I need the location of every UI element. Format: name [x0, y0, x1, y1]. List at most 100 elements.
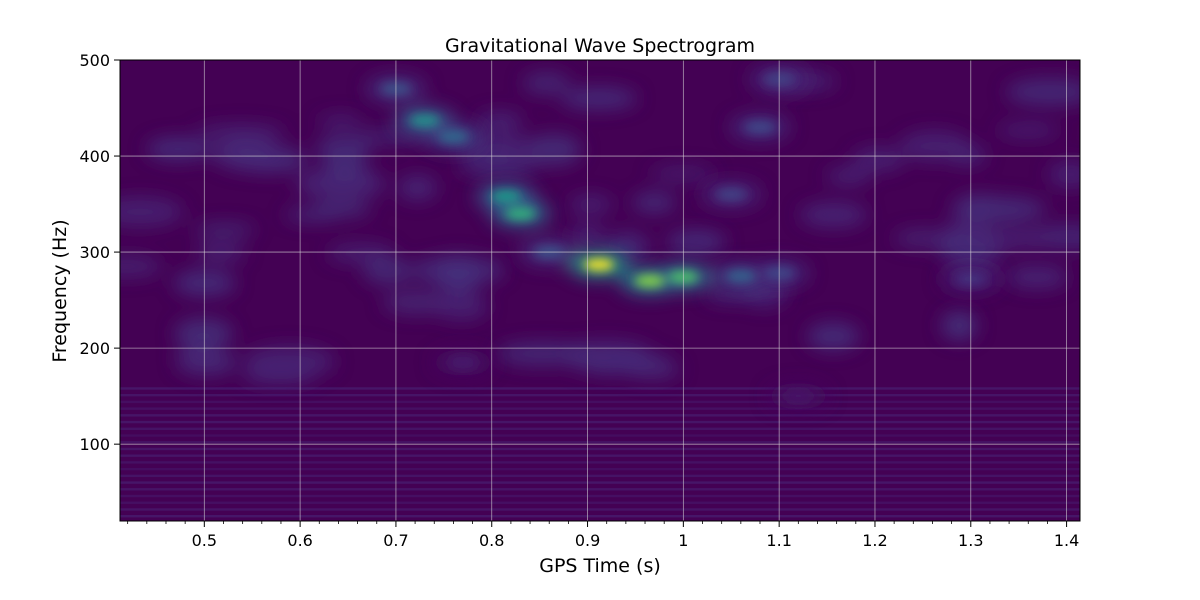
noise-blob: [799, 202, 868, 227]
x-tick-label: 1.4: [1054, 531, 1079, 550]
noise-blob: [963, 228, 1052, 250]
noise-band: [120, 474, 1080, 478]
noise-blob: [957, 194, 999, 210]
noise-blob: [382, 290, 451, 315]
noise-band: [120, 414, 1080, 417]
noise-blob: [606, 353, 671, 369]
noise-blob: [704, 287, 763, 302]
y-axis-ticks: 100 200 300 400 500: [79, 51, 120, 454]
noise-blob: [457, 157, 538, 175]
noise-blob: [316, 134, 371, 165]
y-axis-label: Frequency (Hz): [49, 219, 71, 362]
noise-blob: [355, 130, 431, 144]
x-tick-label: 0.6: [287, 531, 312, 550]
noise-band: [120, 467, 1080, 471]
x-tick-label: 1.2: [862, 531, 887, 550]
noise-band: [120, 488, 1080, 491]
noise-blob: [522, 73, 571, 94]
chirp-mark: [783, 390, 814, 403]
x-tick-label: 1.1: [766, 531, 791, 550]
noise-blob: [893, 229, 957, 248]
noise-band: [120, 481, 1080, 484]
noise-blob: [941, 311, 978, 340]
chirp-mark: [725, 270, 756, 283]
y-tick-label: 200: [79, 339, 110, 358]
x-tick-label: 1.3: [958, 531, 983, 550]
noise-blob: [120, 255, 163, 277]
plot-frame: [119, 59, 1081, 522]
chirp-mark: [716, 188, 747, 201]
noise-blob: [195, 124, 285, 142]
noise-blob: [120, 197, 184, 227]
noise-blob: [241, 369, 315, 384]
noise-band: [120, 434, 1080, 437]
noise-blob: [174, 318, 233, 349]
chirp-mark: [447, 356, 478, 369]
chirp-mark: [584, 258, 615, 271]
noise-blob: [899, 130, 970, 162]
x-tick-label: 0.5: [192, 531, 217, 550]
grid-lines: [120, 60, 1080, 521]
noise-band: [120, 393, 1080, 397]
noise-blob: [410, 256, 506, 285]
noise-blob: [1005, 78, 1080, 106]
x-tick-label: 0.9: [575, 531, 600, 550]
chirp-mark: [634, 274, 665, 287]
noise-band: [120, 387, 1080, 390]
noise-blob: [362, 257, 413, 285]
background-noise-blobs: [120, 72, 1080, 384]
noise-band: [120, 454, 1080, 457]
noise-blob: [242, 345, 336, 378]
x-tick-label: 0.8: [479, 531, 504, 550]
noise-blob: [1005, 266, 1069, 289]
noise-blob: [397, 175, 438, 201]
noise-blob: [327, 244, 394, 263]
noise-band: [120, 508, 1080, 511]
chirp-mark: [438, 130, 469, 143]
chart-title: Gravitational Wave Spectrogram: [445, 35, 755, 57]
noise-blob: [1048, 161, 1080, 188]
noise-blob: [525, 134, 582, 166]
chirp-mark: [409, 114, 440, 127]
noise-band: [120, 441, 1080, 444]
noise-blob: [852, 147, 905, 172]
noise-blob: [807, 322, 860, 351]
y-tick-label: 400: [79, 147, 110, 166]
noise-band: [120, 501, 1080, 504]
noise-blob: [632, 192, 676, 213]
chirp-mark: [491, 190, 522, 203]
chirp-mark: [745, 121, 775, 134]
chirp-signal-core: [380, 73, 986, 403]
noise-blob: [560, 87, 638, 109]
chirp-mark: [505, 207, 536, 220]
noise-blob: [997, 123, 1059, 138]
y-tick-label: 500: [79, 51, 110, 70]
noise-blob: [146, 137, 210, 161]
noise-blob: [284, 208, 340, 221]
x-axis-label: GPS Time (s): [539, 555, 661, 577]
x-tick-label: 1: [678, 531, 688, 550]
noise-blob: [195, 242, 246, 263]
noise-blob: [317, 115, 364, 129]
noise-band: [120, 461, 1080, 464]
noise-band: [120, 514, 1080, 518]
noise-blob: [173, 270, 236, 296]
noise-blob: [194, 223, 256, 237]
noise-blob: [826, 168, 871, 185]
noise-blob: [476, 112, 523, 132]
noise-blob: [296, 168, 386, 200]
noise-blob: [569, 196, 613, 214]
noise-blob: [213, 138, 285, 171]
noise-blob: [495, 342, 590, 366]
y-tick-label: 100: [79, 435, 110, 454]
noise-band: [120, 427, 1080, 430]
noise-band: [120, 494, 1080, 498]
noise-band: [120, 407, 1080, 410]
noise-blob: [175, 346, 224, 365]
y-tick-label: 300: [79, 243, 110, 262]
noise-band: [120, 400, 1080, 404]
noise-band: [120, 447, 1080, 451]
x-tick-label: 0.7: [383, 531, 408, 550]
noise-band: [120, 420, 1080, 424]
